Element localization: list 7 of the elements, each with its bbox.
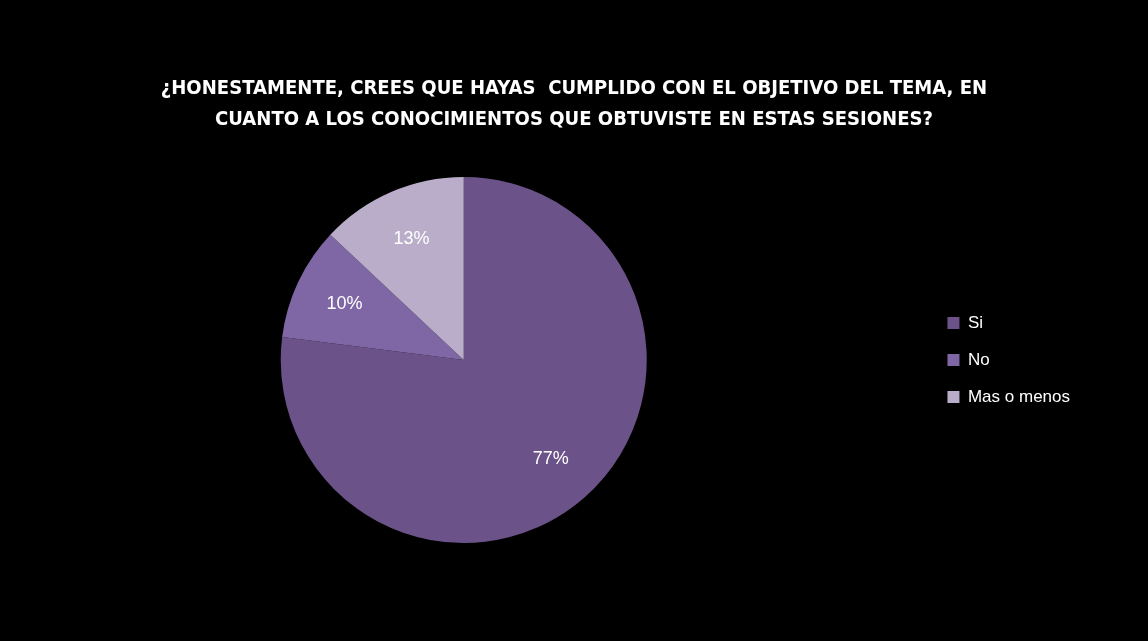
data-label: 13%	[393, 228, 430, 249]
chart-title: ¿HONESTAMENTE, CREES QUE HAYAS CUMPLIDO CON EL OBJETIVO DEL TEMA, EN CUANTO A LOS CONOCIMIENTOS QUE OBTUVISTE EN ESTAS SESIONES?	[159, 75, 989, 131]
legend-label: No	[967, 349, 990, 369]
legend-label: Mas o menos	[967, 386, 1071, 406]
data-label: 77%	[532, 447, 569, 468]
legend-label: Si	[967, 312, 984, 332]
data-label: 10%	[326, 292, 363, 313]
